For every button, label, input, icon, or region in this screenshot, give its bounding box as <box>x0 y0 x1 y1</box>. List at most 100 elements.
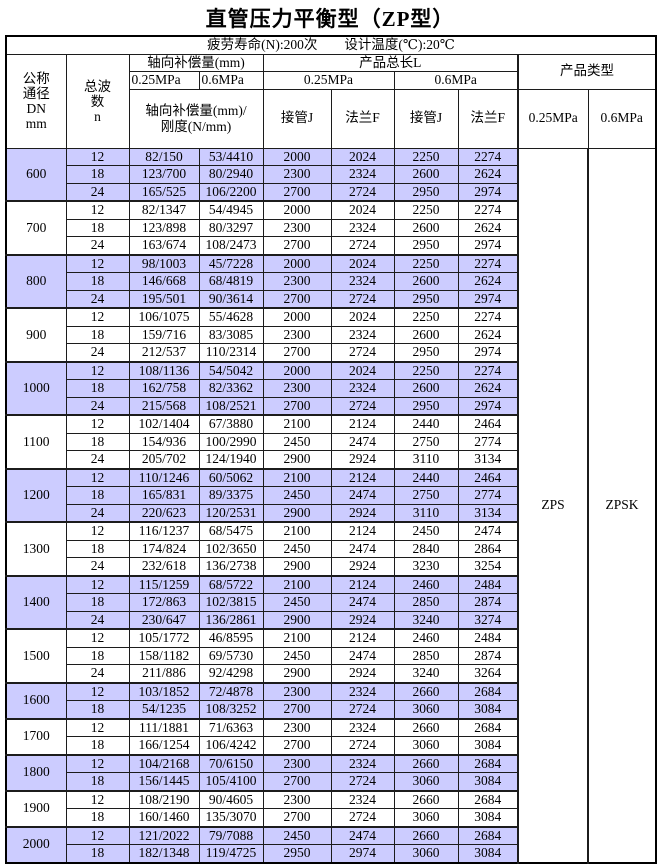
comp-06-cell: 70/6150 <box>198 753 264 773</box>
comp-025-cell: 211/886 <box>128 664 200 683</box>
comp-06-cell: 92/4298 <box>198 664 264 683</box>
pipe-j-025-cell: 2300 <box>262 165 332 184</box>
comp-025-cell: 230/647 <box>128 610 200 630</box>
wave-count-cell: 18 <box>65 379 130 398</box>
dn-value-cell: 800 <box>5 253 67 309</box>
flange-f-025-cell: 2324 <box>330 753 395 773</box>
dn-value-cell: 600 <box>5 147 67 202</box>
pipe-j-06-cell: 3110 <box>393 450 459 469</box>
header-flange-f-06: 法兰F <box>457 88 519 149</box>
pipe-j-025-cell: 2000 <box>262 200 332 220</box>
flange-f-025-cell: 2324 <box>330 789 395 809</box>
dn-value-cell: 1200 <box>5 467 67 523</box>
pipe-j-025-cell: 2900 <box>262 557 332 576</box>
header-pipe-j-025: 接管J <box>262 88 332 149</box>
pipe-j-025-cell: 2700 <box>262 736 332 755</box>
pipe-j-06-cell: 2950 <box>393 182 459 202</box>
table-row: 1600 12 103/1852 72/4878 2300 2324 2660 2684 <box>5 681 656 719</box>
comp-025-cell: 103/1852 <box>128 681 200 701</box>
wave-count-cell: 24 <box>65 343 130 362</box>
pipe-j-025-cell: 2450 <box>262 432 332 451</box>
pipe-j-025-cell: 2450 <box>262 539 332 558</box>
dn-value-cell: 900 <box>5 307 67 362</box>
header-comp-025mpa: 0.25MPa <box>128 71 200 90</box>
pipe-j-06-cell: 2660 <box>393 825 459 845</box>
pipe-j-025-cell: 2700 <box>262 700 332 719</box>
flange-f-06-cell: 3134 <box>457 450 519 469</box>
comp-025-cell: 165/831 <box>128 486 200 505</box>
pipe-j-06-cell: 2950 <box>393 236 459 255</box>
flange-f-025-cell: 2474 <box>330 646 395 665</box>
comp-06-cell: 80/3297 <box>198 218 264 237</box>
dn-value-cell: 1700 <box>5 717 67 755</box>
pipe-j-025-cell: 2700 <box>262 182 332 202</box>
flange-f-06-cell: 2974 <box>457 182 519 202</box>
flange-f-06-cell: 2474 <box>457 521 519 541</box>
pipe-j-025-cell: 2700 <box>262 289 332 309</box>
header-type-06mpa: 0.6MPa <box>587 88 657 149</box>
comp-06-cell: 108/2521 <box>198 396 264 416</box>
table-row: 18 162/758 82/3362 2300 2324 2600 2624 <box>6 379 656 398</box>
wave-count-cell: 18 <box>65 646 130 665</box>
pipe-j-06-cell: 2850 <box>393 646 459 665</box>
pipe-j-025-cell: 2300 <box>262 379 332 398</box>
flange-f-06-cell: 2874 <box>457 646 519 665</box>
flange-f-025-cell: 2024 <box>330 253 395 273</box>
comp-025-cell: 212/537 <box>128 343 200 362</box>
pipe-j-06-cell: 2950 <box>393 289 459 309</box>
wave-count-cell: 24 <box>65 610 130 630</box>
flange-f-06-cell: 3254 <box>457 557 519 576</box>
pipe-j-025-cell: 2700 <box>262 396 332 416</box>
wave-count-cell: 12 <box>65 414 130 434</box>
flange-f-025-cell: 2474 <box>330 825 395 845</box>
table-row: 1500 12 105/1772 46/8595 2100 2124 2460 2484 <box>5 628 656 683</box>
pipe-j-025-cell: 2300 <box>262 717 332 737</box>
flange-f-06-cell: 2274 <box>457 307 519 327</box>
flange-f-06-cell: 3264 <box>457 664 519 683</box>
flange-f-025-cell: 2324 <box>330 272 395 291</box>
comp-06-cell: 54/4945 <box>198 200 264 220</box>
wave-count-cell: 24 <box>65 182 130 202</box>
wave-count-cell: 12 <box>65 825 130 845</box>
pipe-j-06-cell: 3110 <box>393 503 459 523</box>
pipe-j-06-cell: 2600 <box>393 325 459 344</box>
pipe-j-06-cell: 3060 <box>393 808 459 827</box>
flange-f-025-cell: 2124 <box>330 521 395 541</box>
pipe-j-06-cell: 2600 <box>393 165 459 184</box>
comp-06-cell: 79/7088 <box>198 825 264 845</box>
pipe-j-025-cell: 2100 <box>262 467 332 487</box>
pipe-j-06-cell: 2950 <box>393 396 459 416</box>
pipe-j-025-cell: 2000 <box>262 360 332 380</box>
flange-f-06-cell: 2274 <box>457 253 519 273</box>
comp-06-cell: 71/6363 <box>198 717 264 737</box>
pipe-j-06-cell: 2600 <box>393 272 459 291</box>
comp-06-cell: 90/3614 <box>198 289 264 309</box>
flange-f-06-cell: 2624 <box>457 218 519 237</box>
comp-06-cell: 124/1940 <box>198 450 264 469</box>
flange-f-025-cell: 2474 <box>330 432 395 451</box>
wave-count-cell: 12 <box>65 521 130 541</box>
pipe-j-025-cell: 2900 <box>262 610 332 630</box>
table-row: 24 220/623 120/2531 2900 2924 3110 3134 <box>6 503 656 523</box>
pipe-j-025-cell: 2300 <box>262 272 332 291</box>
header-axial-compensation: 轴向补偿量(mm) <box>128 53 264 72</box>
comp-06-cell: 53/4410 <box>198 147 264 166</box>
comp-025-cell: 116/1237 <box>128 521 200 541</box>
header-type-025mpa: 0.25MPa <box>517 88 589 149</box>
pipe-j-06-cell: 3060 <box>393 700 459 719</box>
table-row: 1400 12 115/1259 68/5722 2100 2124 2460 2484 <box>5 574 656 630</box>
header-length-06mpa: 0.6MPa <box>393 71 519 90</box>
flange-f-025-cell: 2724 <box>330 808 395 827</box>
pipe-j-025-cell: 2300 <box>262 325 332 344</box>
comp-025-cell: 108/2190 <box>128 789 200 809</box>
dn-value-cell: 1800 <box>5 753 67 791</box>
dn-value-cell: 1300 <box>5 521 67 576</box>
table-row: 24 212/537 110/2314 2700 2724 2950 2974 <box>6 343 656 362</box>
flange-f-06-cell: 2624 <box>457 379 519 398</box>
comp-025-cell: 154/936 <box>128 432 200 451</box>
flange-f-06-cell: 2974 <box>457 343 519 362</box>
wave-count-cell: 24 <box>65 557 130 576</box>
pipe-j-025-cell: 2000 <box>262 307 332 327</box>
table-row: 1000 12 108/1136 54/5042 2000 2024 2250 2274 <box>5 360 656 416</box>
pipe-j-06-cell: 2660 <box>393 753 459 773</box>
